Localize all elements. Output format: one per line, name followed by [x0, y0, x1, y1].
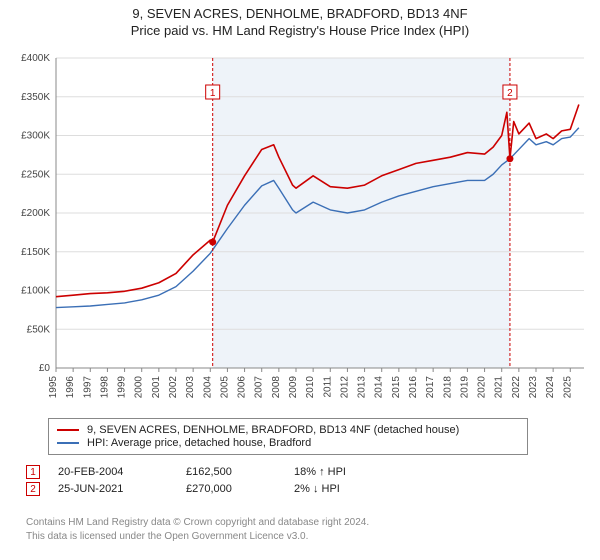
footnote-line-2: This data is licensed under the Open Gov… — [26, 530, 586, 544]
svg-text:2023: 2023 — [528, 376, 539, 399]
svg-text:2002: 2002 — [168, 376, 179, 399]
legend-label-hpi: HPI: Average price, detached house, Brad… — [87, 437, 311, 449]
sale-row-2: 2 25-JUN-2021 £270,000 2% ↓ HPI — [26, 482, 576, 496]
svg-text:1997: 1997 — [82, 376, 93, 399]
svg-text:2000: 2000 — [134, 376, 145, 399]
chart-header: 9, SEVEN ACRES, DENHOLME, BRADFORD, BD13… — [0, 0, 600, 42]
svg-text:2008: 2008 — [271, 376, 282, 399]
legend-swatch-property — [57, 429, 79, 431]
sale-hpi-2: 2% ↓ HPI — [294, 483, 414, 495]
svg-text:£200K: £200K — [21, 208, 50, 219]
svg-text:£250K: £250K — [21, 169, 50, 180]
sale-marker-2: 2 — [26, 482, 40, 496]
svg-text:2021: 2021 — [494, 376, 505, 399]
svg-text:2017: 2017 — [425, 376, 436, 399]
legend-row-property: 9, SEVEN ACRES, DENHOLME, BRADFORD, BD13… — [57, 424, 519, 436]
svg-text:£50K: £50K — [27, 324, 51, 335]
svg-text:2007: 2007 — [254, 376, 265, 399]
sale-price-2: £270,000 — [186, 483, 276, 495]
sale-price-1: £162,500 — [186, 466, 276, 478]
svg-text:£100K: £100K — [21, 286, 50, 297]
svg-text:2019: 2019 — [459, 376, 470, 399]
svg-text:2016: 2016 — [408, 376, 419, 399]
svg-text:2004: 2004 — [202, 376, 213, 399]
svg-text:2025: 2025 — [562, 376, 573, 399]
svg-text:1998: 1998 — [99, 376, 110, 399]
title-line-2: Price paid vs. HM Land Registry's House … — [10, 23, 590, 40]
svg-text:2011: 2011 — [322, 376, 333, 398]
svg-text:2001: 2001 — [151, 376, 162, 399]
footnote: Contains HM Land Registry data © Crown c… — [26, 516, 586, 543]
sales-list: 1 20-FEB-2004 £162,500 18% ↑ HPI 2 25-JU… — [26, 462, 576, 499]
sale-date-1: 20-FEB-2004 — [58, 466, 168, 478]
sale-row-1: 1 20-FEB-2004 £162,500 18% ↑ HPI — [26, 465, 576, 479]
svg-text:£400K: £400K — [21, 53, 50, 64]
svg-text:2006: 2006 — [237, 376, 248, 399]
svg-text:2012: 2012 — [339, 376, 350, 399]
svg-text:2022: 2022 — [511, 376, 522, 399]
svg-text:£300K: £300K — [21, 131, 50, 142]
sale-marker-1: 1 — [26, 465, 40, 479]
sale-hpi-1: 18% ↑ HPI — [294, 466, 414, 478]
svg-text:£150K: £150K — [21, 247, 50, 258]
svg-text:£0: £0 — [39, 363, 51, 374]
footnote-line-1: Contains HM Land Registry data © Crown c… — [26, 516, 586, 530]
svg-text:2018: 2018 — [442, 376, 453, 399]
sale-date-2: 25-JUN-2021 — [58, 483, 168, 495]
svg-text:2020: 2020 — [477, 376, 488, 399]
legend-label-property: 9, SEVEN ACRES, DENHOLME, BRADFORD, BD13… — [87, 424, 459, 436]
svg-text:2005: 2005 — [219, 376, 230, 399]
svg-text:2003: 2003 — [185, 376, 196, 399]
svg-text:£350K: £350K — [21, 92, 50, 103]
svg-text:1999: 1999 — [117, 376, 128, 399]
price-chart: £0 £50K £100K £150K £200K £250K £300K £350K £400… — [10, 50, 590, 410]
svg-text:1995: 1995 — [48, 376, 59, 399]
svg-text:2024: 2024 — [545, 376, 556, 399]
svg-text:2009: 2009 — [288, 376, 299, 399]
svg-text:2015: 2015 — [391, 376, 402, 399]
svg-text:2: 2 — [507, 88, 513, 99]
chart-legend: 9, SEVEN ACRES, DENHOLME, BRADFORD, BD13… — [48, 418, 528, 455]
svg-text:2010: 2010 — [305, 376, 316, 399]
svg-text:2013: 2013 — [357, 376, 368, 399]
legend-swatch-hpi — [57, 442, 79, 444]
svg-text:1: 1 — [210, 88, 216, 99]
legend-row-hpi: HPI: Average price, detached house, Brad… — [57, 437, 519, 449]
title-line-1: 9, SEVEN ACRES, DENHOLME, BRADFORD, BD13… — [10, 6, 590, 23]
svg-text:2014: 2014 — [374, 376, 385, 399]
svg-text:1996: 1996 — [65, 376, 76, 399]
